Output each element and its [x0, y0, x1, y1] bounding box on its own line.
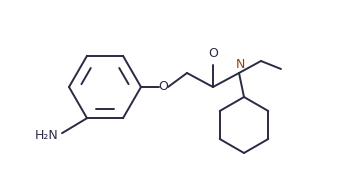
Text: O: O: [158, 80, 168, 94]
Text: O: O: [208, 47, 218, 60]
Text: H₂N: H₂N: [35, 129, 59, 142]
Text: N: N: [235, 58, 245, 71]
